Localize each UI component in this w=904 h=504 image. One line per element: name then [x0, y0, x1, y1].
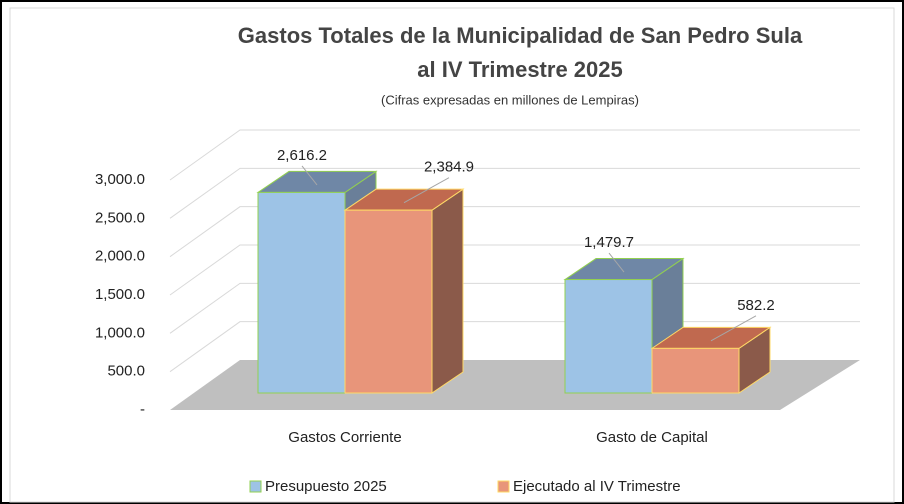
- leader-line: [301, 165, 318, 186]
- chart-subtitle: (Cifras expresadas en millones de Lempir…: [381, 92, 639, 107]
- grid-line: [169, 129, 860, 181]
- chart-border: [9, 7, 895, 503]
- y-tick-label: 2,500.0: [95, 209, 145, 226]
- y-tick-label: 1,000.0: [95, 324, 145, 341]
- data-label: 2,384.9: [424, 159, 474, 176]
- data-label: 582.2: [737, 297, 775, 314]
- x-tick-label: Gastos Corriente: [288, 429, 401, 446]
- data-label: 1,479.7: [584, 234, 634, 251]
- bar-side: [431, 188, 464, 394]
- leader-line: [403, 177, 450, 204]
- bar: [257, 191, 346, 394]
- leader-line: [710, 315, 757, 342]
- chart-title: Gastos Totales de la Municipalidad de Sa…: [238, 23, 803, 48]
- chart-title: al IV Trimestre 2025: [417, 57, 622, 82]
- bar: [344, 209, 433, 394]
- leader-line: [608, 252, 625, 273]
- grid-line: [169, 244, 860, 296]
- y-tick-label: -: [140, 401, 145, 418]
- y-tick-label: 2,000.0: [95, 248, 145, 265]
- data-label: 2,616.2: [277, 147, 327, 164]
- legend-label: Ejecutado al IV Trimestre: [513, 478, 681, 495]
- y-tick-label: 500.0: [107, 363, 145, 380]
- y-tick-label: 1,500.0: [95, 286, 145, 303]
- y-tick-label: 3,000.0: [95, 171, 145, 188]
- grid-line: [169, 206, 860, 258]
- bar: [564, 279, 653, 394]
- bar: [651, 347, 740, 394]
- legend-swatch: [497, 480, 510, 493]
- legend-swatch: [249, 480, 262, 493]
- x-tick-label: Gasto de Capital: [596, 429, 708, 446]
- grid-line: [169, 167, 860, 219]
- legend-label: Presupuesto 2025: [265, 478, 387, 495]
